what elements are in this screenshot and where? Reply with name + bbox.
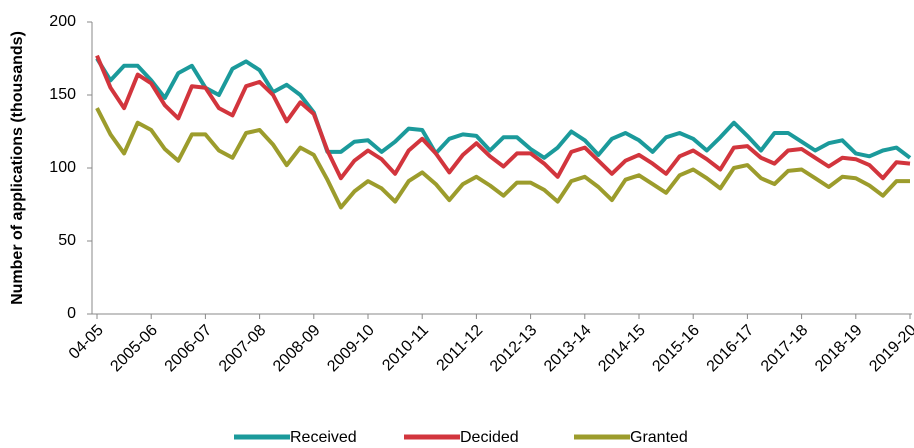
legend-label: Decided xyxy=(460,429,519,446)
x-tick-label: 2011-12 xyxy=(434,322,487,375)
x-tick-label: 2008-09 xyxy=(270,322,324,376)
x-tick-label: 2010-11 xyxy=(379,322,432,375)
legend-label: Received xyxy=(290,429,357,446)
y-tick-label: 0 xyxy=(67,305,76,322)
x-tick-label: 2015-16 xyxy=(649,322,703,376)
x-tick-label: 2013-14 xyxy=(541,322,595,376)
series-line xyxy=(95,107,910,210)
y-tick-label: 50 xyxy=(58,232,76,249)
series-line xyxy=(95,54,911,181)
x-tick-label: 2017-18 xyxy=(758,322,812,376)
y-tick-label: 200 xyxy=(49,13,76,30)
y-tick-label: 150 xyxy=(49,86,76,103)
x-tick-label: 2009-10 xyxy=(324,322,378,376)
x-tick-label: 2012-13 xyxy=(487,322,541,376)
x-tick-label: 2019-20 xyxy=(866,322,914,376)
series-line xyxy=(95,57,912,160)
x-tick-label: 2018-19 xyxy=(812,322,866,376)
x-tick-label: 04-05 xyxy=(66,322,107,363)
y-axis-label: Number of applications (thousands) xyxy=(9,31,26,305)
x-tick-label: 2005-06 xyxy=(107,322,161,376)
x-tick-label: 2014-15 xyxy=(595,322,649,376)
x-tick-label: 2016-17 xyxy=(704,322,758,376)
x-tick-label: 2007-08 xyxy=(216,322,270,376)
legend-label: Granted xyxy=(630,429,688,446)
x-tick-label: 2006-07 xyxy=(162,322,216,376)
y-tick-label: 100 xyxy=(49,159,76,176)
